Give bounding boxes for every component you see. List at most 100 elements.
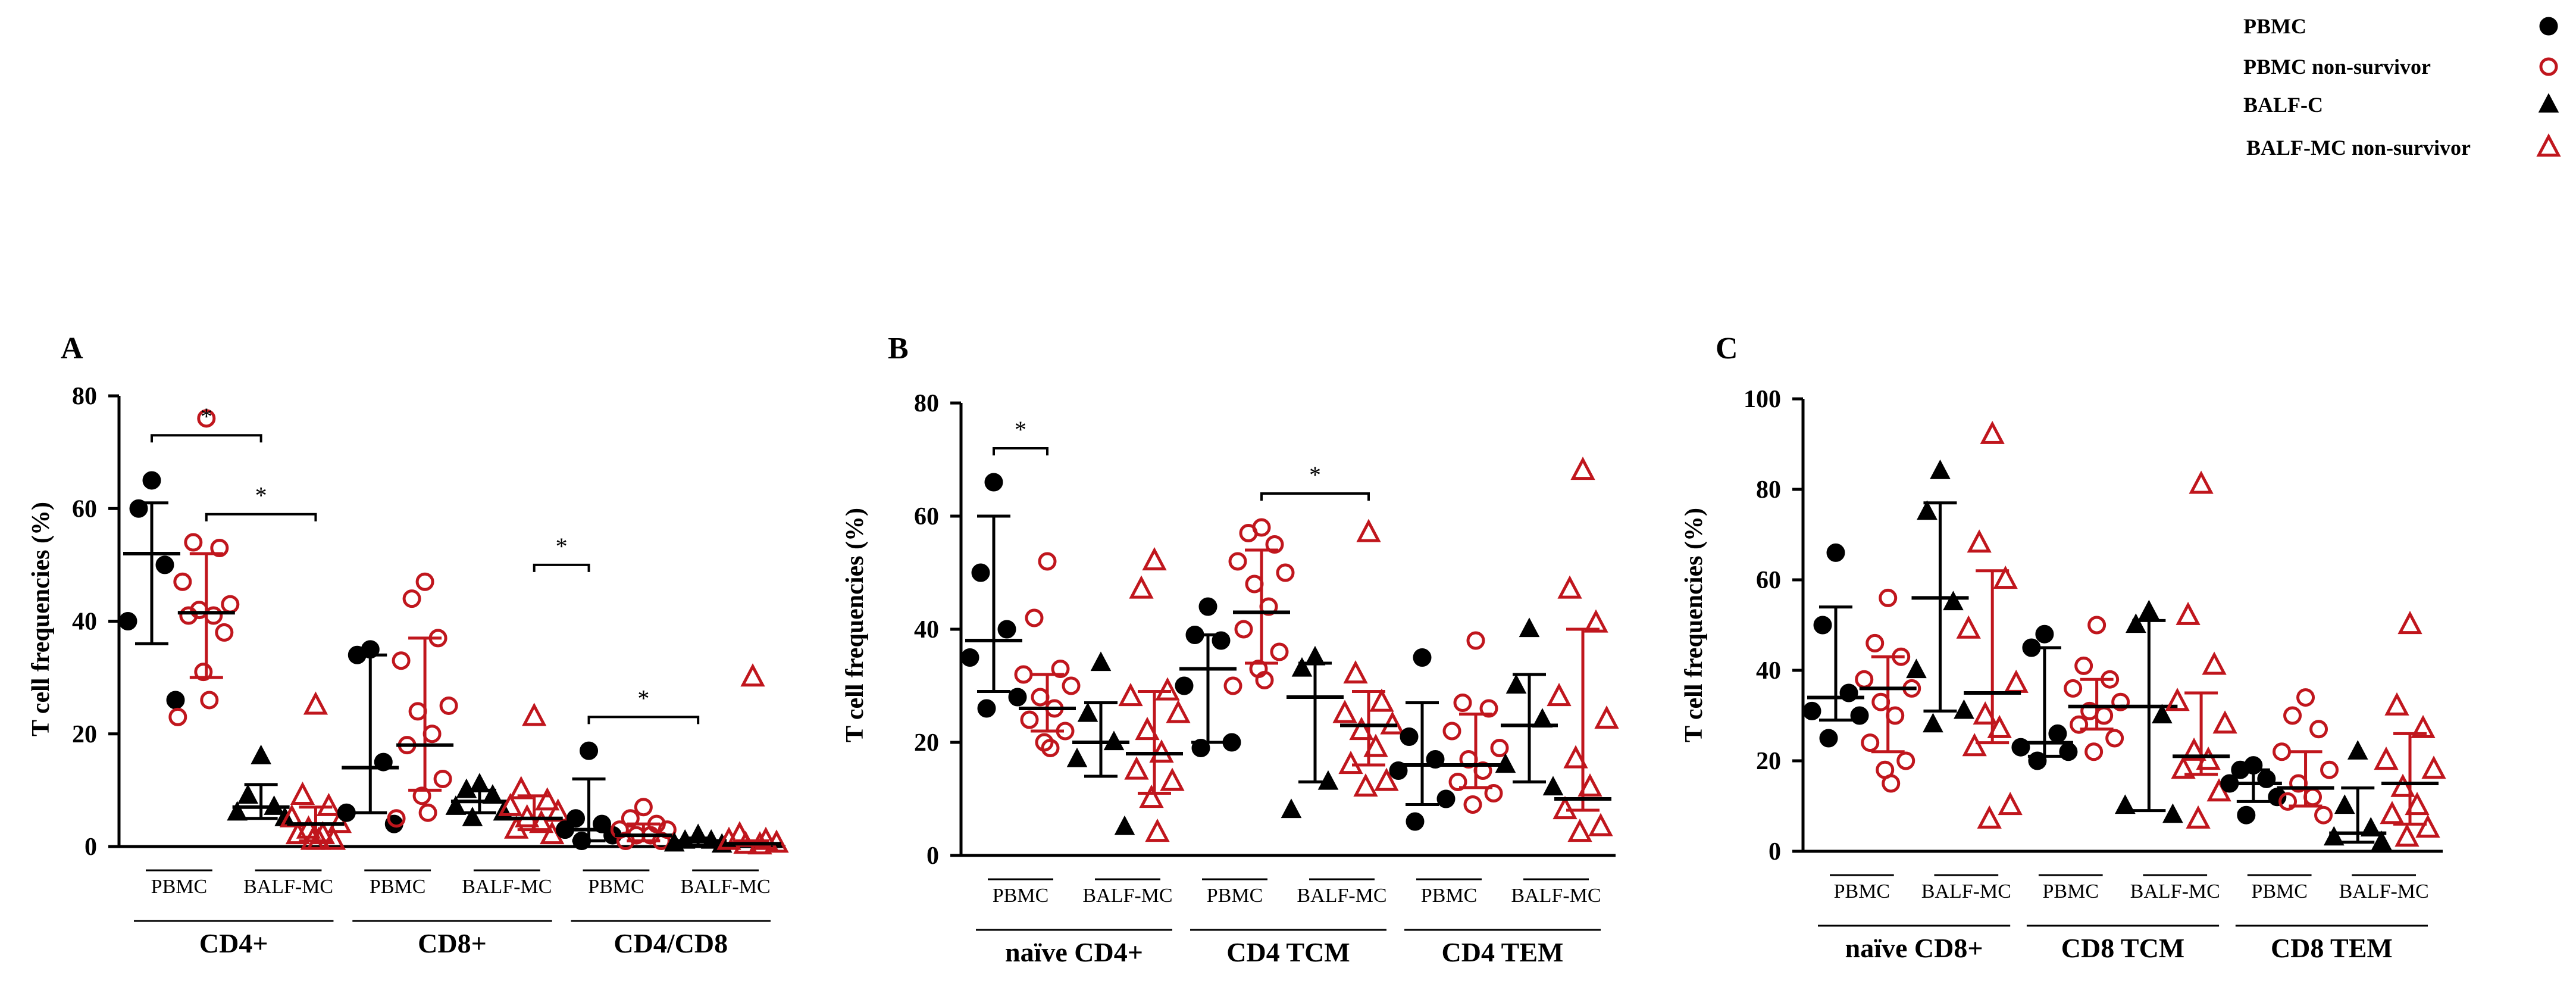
group-cd4-tcm: PBMC BALF-MC CD4 TCM [1190, 878, 1387, 967]
y-tick-label: 20 [72, 721, 97, 748]
panel-letter: C [1716, 332, 1738, 366]
series-pbmc-non-survivor [1855, 588, 1921, 793]
data-point [1866, 633, 1885, 652]
data-point [2314, 805, 2333, 825]
group-label: CD4/CD8 [614, 928, 728, 958]
data-point [1129, 575, 1154, 599]
data-point [1943, 591, 1964, 611]
series-pbmc [2011, 624, 2078, 770]
data-point [1998, 792, 2023, 816]
data-point [1987, 714, 2012, 738]
data-point [1442, 722, 1461, 741]
data-point [1353, 773, 1378, 797]
data-point [412, 786, 431, 805]
series-balf-c [227, 744, 295, 826]
bracket-line [587, 716, 700, 724]
group-cd8-tcm: PBMC BALF-MC CD8 TCM [2026, 874, 2220, 963]
series-pbmc [1175, 597, 1241, 757]
y-tick-label: 40 [72, 608, 97, 636]
group-label: CD4 TEM [1442, 937, 1564, 967]
series-pbmc [556, 741, 622, 851]
series-pbmc-non-survivor [610, 798, 677, 851]
data-point [2296, 688, 2315, 707]
legend-label: BALF-C [2243, 93, 2323, 117]
series-pbmc-non-survivor [2064, 616, 2130, 761]
data-point [1505, 674, 1527, 694]
group-label: CD8+ [418, 928, 487, 958]
data-point [2268, 788, 2287, 807]
data-point [290, 781, 315, 805]
series-balf-mc-non-survivor [1956, 420, 2029, 829]
series-balf-mc-non-survivor [2165, 470, 2237, 829]
data-point [1114, 815, 1135, 835]
data-point [1222, 733, 1241, 752]
series-balf-c [1281, 645, 1344, 819]
series-balf-c [2115, 599, 2183, 823]
legend-marker-filled-triangle [2538, 93, 2559, 113]
legend-label: PBMC [2243, 14, 2306, 38]
data-point [2105, 729, 2124, 748]
data-point [1062, 676, 1081, 695]
data-point [1239, 524, 1258, 542]
sub-label: PBMC [151, 876, 208, 898]
data-point [2162, 803, 2183, 823]
data-point [971, 563, 990, 582]
data-point [1259, 597, 1278, 616]
data-point [2035, 624, 2054, 644]
panel-letter: B [888, 332, 909, 366]
y-tick-label: 20 [914, 729, 939, 757]
series-balf-c [2323, 740, 2392, 850]
data-point [2231, 760, 2250, 779]
data-point [1980, 420, 2005, 444]
data-point [2064, 679, 2083, 698]
data-point [2390, 773, 2415, 797]
data-point [428, 629, 447, 648]
data-point [1967, 529, 1992, 553]
sub-label: BALF-MC [462, 876, 552, 898]
data-point [2411, 714, 2436, 738]
series-pbmc [337, 640, 403, 833]
sub-label: PBMC [2043, 880, 2099, 902]
data-point [2048, 724, 2067, 743]
data-point [1532, 708, 1553, 728]
legend-item: BALF-MC non-survivor [2246, 133, 2561, 160]
data-point [1583, 609, 1608, 633]
data-point [1973, 701, 1998, 725]
y-tick-label: 60 [72, 495, 97, 523]
data-point [418, 803, 437, 822]
sub-label: BALF-MC [1082, 885, 1172, 907]
data-point [2303, 788, 2323, 807]
data-point [227, 801, 248, 821]
data-point [2323, 826, 2345, 846]
data-point [2212, 710, 2237, 734]
data-point [1276, 563, 1295, 582]
data-point [716, 826, 741, 850]
legend-label: PBMC non-survivor [2243, 55, 2431, 79]
panel-letter: A [61, 332, 83, 366]
data-point [1281, 798, 1302, 819]
series-pbmc-non-survivor [1014, 552, 1081, 757]
group-label: naïve CD4+ [1005, 937, 1143, 967]
data-point [1356, 519, 1381, 542]
bracket-line [151, 434, 262, 443]
data-point [1265, 535, 1284, 554]
data-point [1270, 642, 1289, 661]
data-point [1547, 683, 1572, 707]
sub-label: PBMC [1834, 880, 1890, 902]
data-point [546, 798, 571, 822]
data-point [2186, 805, 2211, 829]
legend-marker-filled-circle [2539, 17, 2558, 36]
data-point [2176, 601, 2201, 625]
data-point [2115, 794, 2136, 814]
y-tick-label: 0 [927, 842, 939, 870]
data-point [1077, 702, 1098, 722]
data-point [652, 832, 671, 851]
data-point [1191, 739, 1210, 757]
data-point [1479, 699, 1498, 718]
data-point [1956, 615, 1981, 639]
sub-label: BALF-MC [1921, 880, 2011, 902]
group-cd4-cd8: PBMC BALF-MC CD4/CD8 [571, 869, 771, 958]
data-point [1886, 706, 1905, 725]
data-point [1463, 795, 1482, 814]
data-point [166, 691, 185, 710]
